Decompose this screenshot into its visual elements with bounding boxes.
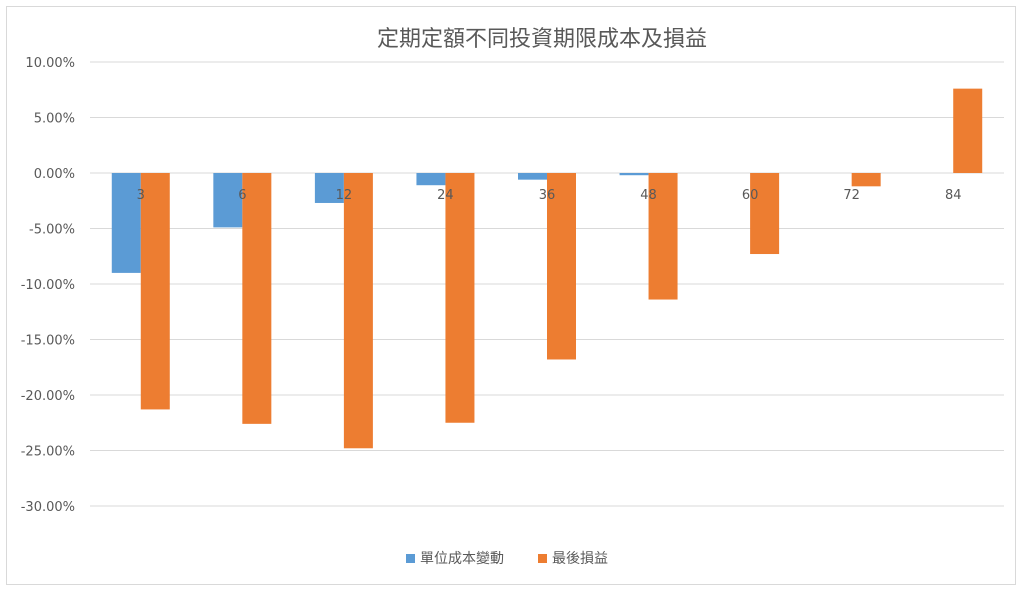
- bar-final-pnl-12: [343, 173, 373, 449]
- bar-final-pnl-84: [953, 88, 983, 173]
- y-tick-label: -10.00%: [21, 278, 75, 293]
- bar-unit-cost-change-12: [314, 173, 344, 203]
- bar-final-pnl-24: [445, 173, 475, 423]
- category-label: 84: [945, 188, 962, 203]
- bar-unit-cost-change-6: [213, 173, 243, 228]
- y-tick-label: 10.00%: [25, 56, 75, 71]
- category-label: 60: [742, 188, 759, 203]
- y-tick-label: 0.00%: [34, 167, 75, 182]
- y-tick-label: -20.00%: [21, 389, 75, 404]
- y-tick-label: 5.00%: [34, 112, 75, 127]
- category-label: 6: [238, 188, 246, 203]
- y-tick-label: -5.00%: [29, 223, 75, 238]
- bar-final-pnl-60: [750, 173, 780, 255]
- y-tick-label: -15.00%: [21, 334, 75, 349]
- legend-label: 最後損益: [552, 551, 608, 567]
- legend-swatch: [538, 554, 547, 563]
- bars: [111, 88, 983, 449]
- category-label: 48: [640, 188, 657, 203]
- category-label: 12: [336, 188, 353, 203]
- category-labels: 3 6 12 24 36 48 60 72 84: [137, 188, 962, 203]
- legend-label: 單位成本變動: [420, 551, 504, 567]
- y-tick-label: -25.00%: [21, 445, 75, 460]
- bar-final-pnl-72: [851, 173, 881, 187]
- chart-frame: [6, 6, 1016, 585]
- bar-unit-cost-change-3: [111, 173, 141, 273]
- legend: 單位成本變動 最後損益: [406, 551, 608, 567]
- bar-unit-cost-change-36: [518, 173, 547, 180]
- bar-final-pnl-48: [648, 173, 678, 300]
- legend-swatch: [406, 554, 415, 563]
- bar-unit-cost-change-24: [416, 173, 446, 186]
- y-axis-tick-labels: 10.00% 5.00% 0.00% -5.00% -10.00% -15.00% -20.…: [21, 56, 75, 515]
- bar-final-pnl-6: [242, 173, 272, 424]
- category-label: 72: [843, 188, 860, 203]
- bar-final-pnl-3: [140, 173, 170, 410]
- bar-final-pnl-36: [547, 173, 576, 360]
- chart-title: 定期定額不同投資期限成本及損益: [377, 27, 707, 52]
- category-label: 3: [137, 188, 145, 203]
- category-label: 36: [539, 188, 556, 203]
- bar-unit-cost-change-48: [619, 173, 649, 176]
- y-tick-label: -30.00%: [21, 500, 75, 515]
- category-label: 24: [437, 188, 454, 203]
